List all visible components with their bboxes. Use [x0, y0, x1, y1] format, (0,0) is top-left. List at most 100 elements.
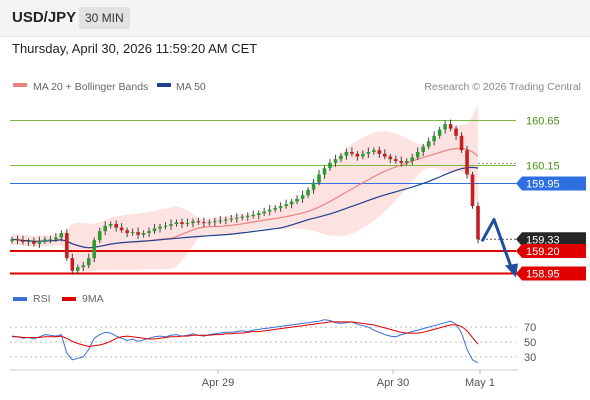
timeframe-button[interactable]: 30 MIN — [79, 7, 130, 29]
candle — [240, 214, 245, 221]
level-tag-159-33 — [516, 232, 586, 247]
candle — [328, 159, 332, 171]
candle — [103, 221, 107, 236]
candle — [158, 224, 162, 233]
rsi-legend-label: RSI — [33, 293, 51, 305]
rsi-line — [11, 319, 479, 364]
candle — [399, 156, 404, 167]
level-label-159-95: 159.95 — [526, 179, 560, 191]
symbol-title: USD/JPY — [12, 9, 77, 26]
candle — [163, 222, 168, 230]
level-label-158-95: 158.95 — [526, 269, 560, 281]
candle — [207, 219, 212, 226]
rsi-ma-legend-swatch — [62, 297, 76, 301]
ma20-legend-swatch — [13, 83, 27, 87]
candle — [295, 195, 299, 205]
candle — [229, 215, 234, 223]
candle — [54, 233, 58, 242]
candle — [174, 219, 179, 227]
candle — [256, 210, 261, 220]
candle — [322, 165, 327, 179]
candle — [262, 207, 266, 216]
candle — [476, 202, 480, 244]
candle — [393, 155, 398, 164]
rsi-tick-30: 30 — [524, 352, 536, 364]
candle — [218, 215, 223, 224]
candle — [141, 230, 146, 238]
candle — [383, 149, 387, 160]
x-tick-label: May 1 — [465, 377, 495, 389]
ma50-legend-label: MA 50 — [176, 81, 206, 93]
candle — [344, 148, 349, 160]
candle — [284, 199, 288, 209]
candle — [432, 131, 436, 146]
candle — [415, 147, 420, 161]
candle — [97, 227, 102, 243]
chart-header: USD/JPY 30 MIN — [0, 0, 590, 37]
credit-label: Research © 2026 Trading Central — [424, 81, 581, 93]
candle — [404, 158, 409, 166]
rsi-panel: 70 50 30 — [10, 319, 536, 364]
candle — [410, 153, 415, 166]
candle — [130, 228, 135, 236]
candle — [361, 150, 365, 160]
level-tag-159-20 — [516, 244, 586, 258]
candle — [213, 217, 217, 227]
candle — [355, 151, 360, 161]
candle — [202, 217, 206, 228]
ma50-legend-swatch — [157, 83, 171, 87]
x-axis: Apr 29 Apr 30 May 1 — [202, 370, 495, 389]
forecast-arrow-path — [480, 218, 514, 271]
candle — [377, 146, 382, 158]
level-tag-159-95 — [516, 176, 586, 191]
candle — [48, 235, 53, 244]
chart-datetime: Thursday, April 30, 2026 11:59:20 AM CET — [12, 41, 258, 56]
candle — [86, 253, 91, 269]
candle — [372, 147, 376, 155]
candle — [273, 205, 277, 213]
candle — [65, 229, 69, 261]
candle — [59, 230, 64, 242]
candle — [454, 125, 458, 140]
level-tag-158-95 — [516, 266, 586, 281]
level-label-160-65: 160.65 — [526, 116, 560, 128]
candle — [70, 253, 75, 275]
candle — [21, 235, 25, 245]
ma20-legend-label: MA 20 + Bollinger Bands — [33, 81, 148, 93]
candle — [443, 120, 447, 134]
rsi-tick-70: 70 — [524, 322, 536, 334]
candle — [350, 147, 354, 157]
level-label-160-15: 160.15 — [526, 161, 560, 173]
candle — [317, 170, 321, 186]
candle — [81, 261, 86, 272]
candle — [10, 236, 14, 244]
candle — [251, 210, 256, 219]
candle — [245, 212, 250, 221]
candle — [185, 218, 190, 227]
rsi-legend-swatch — [13, 297, 27, 301]
candle — [300, 190, 305, 203]
candle — [306, 187, 310, 198]
candle — [426, 137, 431, 150]
forecast-arrow — [480, 218, 518, 278]
x-tick-label: Apr 30 — [377, 377, 409, 389]
candle — [437, 126, 442, 139]
rsi-ma-line — [12, 321, 479, 348]
candle — [234, 213, 239, 223]
candle — [333, 154, 338, 167]
candle — [421, 143, 425, 157]
candle — [147, 227, 151, 238]
candle — [465, 145, 469, 179]
candlesticks — [10, 119, 480, 275]
bollinger-band-area — [12, 104, 478, 272]
moving-averages — [11, 147, 479, 249]
candle — [339, 152, 343, 162]
candle — [119, 223, 124, 233]
candle — [388, 153, 393, 164]
x-tick-label: Apr 29 — [202, 377, 234, 389]
level-label-159-20: 159.20 — [526, 246, 560, 258]
candle — [114, 220, 118, 232]
candle — [125, 227, 129, 238]
candle — [196, 217, 201, 225]
